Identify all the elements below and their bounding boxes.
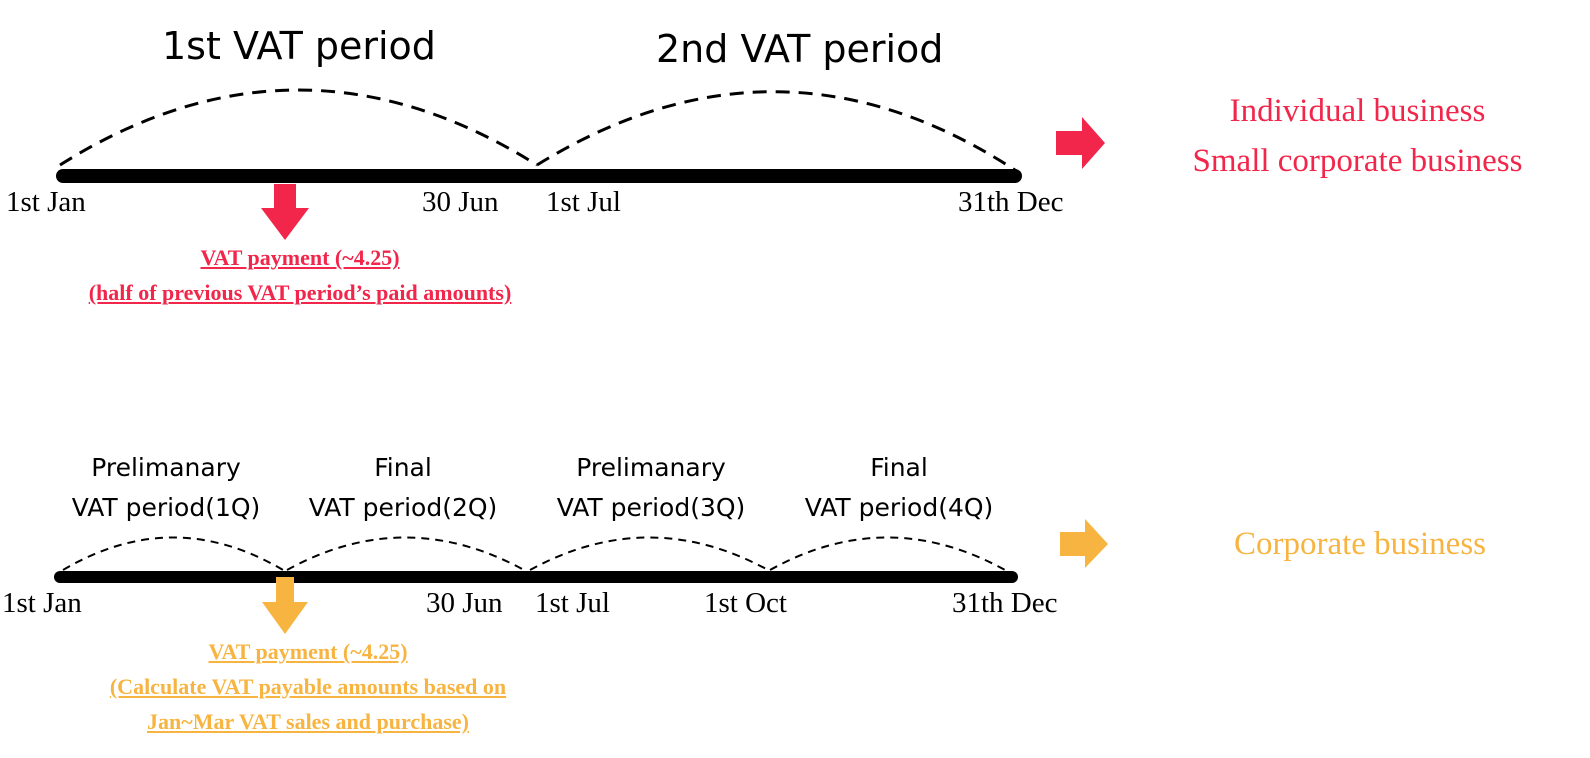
period1-label: 1st VAT period [162, 24, 436, 68]
top-date-end: 31th Dec [958, 186, 1064, 218]
top-payment-arrow-icon [261, 184, 309, 240]
top-date-start: 1st Jan [6, 186, 86, 218]
q1-arc [62, 536, 284, 571]
bottom-date-start: 1st Jan [2, 587, 82, 619]
q3-line1: Prelimanary [576, 453, 726, 482]
q3-arc [529, 536, 769, 571]
q1-line2: VAT period(1Q) [71, 493, 261, 522]
q2-line2: VAT period(2Q) [308, 493, 498, 522]
bottom-business-label: Corporate business [1233, 526, 1487, 562]
q2-period-label: Final VAT period(2Q) [280, 448, 526, 528]
bottom-date-end: 31th Dec [952, 587, 1058, 619]
bottom-payment-line2: (Calculate VAT payable amounts based on [109, 674, 507, 699]
period2-label: 2nd VAT period [656, 27, 944, 71]
bottom-payment-line1: VAT payment (~4.25) [208, 639, 408, 664]
top-business-arrow-icon [1056, 117, 1105, 169]
top-date-mid-start: 1st Jul [546, 186, 621, 218]
bottom-date-q4-start: 1st Oct [704, 587, 787, 619]
top-payment-line2: (half of previous VAT period’s paid amou… [88, 280, 512, 305]
q1-line1: Prelimanary [91, 453, 241, 482]
bottom-payment-line3: Jan~Mar VAT sales and purchase) [147, 709, 469, 734]
q2-line1: Final [374, 453, 432, 482]
q4-period-label: Final VAT period(4Q) [774, 448, 1024, 528]
q1-period-label: Prelimanary VAT period(1Q) [42, 448, 290, 528]
top-business-label: Individual business Small corporate busi… [1145, 86, 1570, 186]
bottom-date-mid-end: 30 Jun [426, 587, 503, 619]
bottom-payment-note: VAT payment (~4.25) (Calculate VAT payab… [8, 634, 608, 739]
q4-line2: VAT period(4Q) [804, 493, 994, 522]
bottom-business-arrow-icon [1060, 519, 1108, 568]
bottom-date-mid-start: 1st Jul [535, 587, 610, 619]
q3-period-label: Prelimanary VAT period(3Q) [526, 448, 776, 528]
top-payment-line1: VAT payment (~4.25) [200, 245, 400, 270]
top-business-line1: Individual business [1229, 93, 1486, 129]
bottom-payment-arrow-icon [262, 577, 308, 634]
top-payment-note: VAT payment (~4.25) (half of previous VA… [0, 240, 600, 310]
period2-arc [536, 90, 1019, 174]
q4-line1: Final [870, 453, 928, 482]
q2-arc [286, 536, 525, 571]
period1-arc [59, 88, 538, 167]
q3-line2: VAT period(3Q) [556, 493, 746, 522]
top-date-mid-end: 30 Jun [422, 186, 499, 218]
q4-arc [769, 536, 1006, 571]
top-business-line2: Small corporate business [1192, 143, 1523, 179]
